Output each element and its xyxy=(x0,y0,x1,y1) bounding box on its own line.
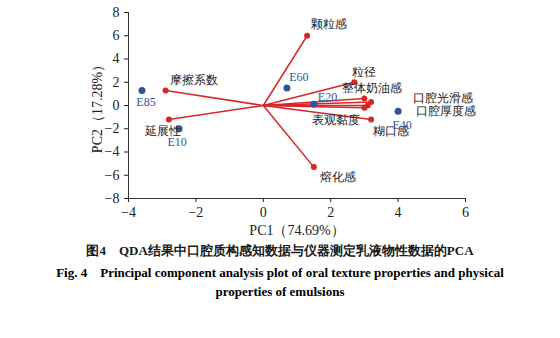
svg-text:熔化感: 熔化感 xyxy=(320,170,356,184)
svg-text:2: 2 xyxy=(113,75,120,90)
svg-text:糊口感: 糊口感 xyxy=(373,124,410,139)
svg-text:−8: −8 xyxy=(105,191,120,206)
svg-text:摩擦系数: 摩擦系数 xyxy=(170,73,218,87)
svg-text:8: 8 xyxy=(113,5,120,20)
svg-text:6: 6 xyxy=(462,205,469,220)
svg-text:2: 2 xyxy=(327,205,334,220)
svg-text:4: 4 xyxy=(113,51,120,66)
svg-text:−4: −4 xyxy=(105,144,120,159)
svg-text:E60: E60 xyxy=(289,70,308,84)
svg-text:整体奶油感: 整体奶油感 xyxy=(342,81,402,95)
svg-text:E40: E40 xyxy=(392,118,411,132)
svg-text:E85: E85 xyxy=(136,95,155,109)
svg-text:0: 0 xyxy=(260,205,267,220)
svg-text:−4: −4 xyxy=(121,205,136,220)
html-text:Fig. 4 Principal component ana: Fig. 4 Principal component analysis plot… xyxy=(56,265,504,299)
svg-text:PC1（74.69%）: PC1（74.69%） xyxy=(249,223,344,238)
svg-text:−2: −2 xyxy=(188,205,203,220)
svg-text:延展性: 延展性 xyxy=(144,124,181,139)
svg-text:6: 6 xyxy=(113,28,120,43)
svg-text:−2: −2 xyxy=(105,121,120,136)
svg-text:E10: E10 xyxy=(167,135,186,149)
svg-text:颗粒感: 颗粒感 xyxy=(311,17,347,31)
svg-text:表观黏度: 表观黏度 xyxy=(312,113,360,127)
svg-text:4: 4 xyxy=(395,205,402,220)
svg-text:−6: −6 xyxy=(105,168,120,183)
svg-text:口腔光滑感: 口腔光滑感 xyxy=(413,91,473,105)
svg-text:E20: E20 xyxy=(318,90,337,104)
svg-text:PC2（17.28%）: PC2（17.28%） xyxy=(90,58,105,153)
html-text:图4 QDA结果中口腔质构感知数据与仪器测定乳液物性数据的P: 图4 QDA结果中口腔质构感知数据与仪器测定乳液物性数据的PCA xyxy=(86,243,474,258)
svg-text:粒径: 粒径 xyxy=(352,65,376,79)
svg-text:0: 0 xyxy=(113,98,120,113)
svg-text:口腔厚度感: 口腔厚度感 xyxy=(416,104,476,118)
